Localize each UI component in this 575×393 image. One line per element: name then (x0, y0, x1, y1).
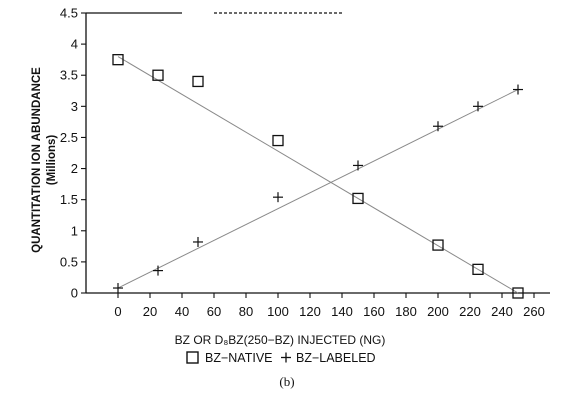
x-tick-label: 20 (143, 304, 157, 319)
y-tick-label: 4 (71, 37, 78, 52)
data-point-native (352, 192, 364, 205)
x-tick-label: 80 (239, 304, 253, 319)
x-tick-label: 0 (114, 304, 121, 319)
fit-lines (117, 56, 519, 294)
data-point-labeled (273, 192, 283, 203)
panel-label: (b) (279, 374, 294, 389)
data-point-labeled (153, 265, 163, 276)
fit-line (117, 56, 519, 294)
x-tick-label: 100 (267, 304, 289, 319)
y-tick-label: 3 (71, 99, 78, 114)
x-tick-label: 240 (491, 304, 513, 319)
data-point-labeled (433, 121, 443, 132)
y-tick-label: 2.5 (60, 130, 78, 145)
y-axis-unit: (Millions) (46, 135, 58, 186)
data-point-native (432, 239, 444, 251)
fit-line (117, 89, 519, 289)
x-tick-label: 180 (395, 304, 417, 319)
y-tick-label: 3.5 (60, 68, 78, 83)
y-tick-label: 1.5 (60, 192, 78, 207)
x-axis-ticks: 0 20 40 60 80 100 120 140 160 180 200 220 240 260 (114, 293, 545, 319)
data-point-native (472, 263, 484, 276)
data-point-native (512, 287, 524, 299)
x-tick-label: 260 (523, 304, 545, 319)
data-point-labeled (353, 160, 363, 171)
x-tick-label: 160 (363, 304, 385, 319)
x-axis-label: BZ OR D₈BZ(250−BZ) INJECTED (NG) (175, 333, 386, 347)
legend-labeled-marker (281, 352, 291, 363)
y-tick-label: 2 (71, 161, 78, 176)
y-tick-label: 0.5 (60, 254, 78, 269)
data-point-labeled (473, 101, 483, 112)
legend-native-marker (186, 351, 199, 364)
data-point-labeled (113, 283, 123, 294)
x-tick-label: 60 (207, 304, 221, 319)
x-tick-label: 40 (175, 304, 189, 319)
y-axis-label: QUANTITATION ION ABUNDANCE (31, 67, 43, 253)
x-tick-label: 200 (427, 304, 449, 319)
data-point-native (272, 134, 284, 147)
data-point-labeled (513, 84, 523, 95)
data-points (112, 54, 524, 299)
chart-axes (85, 12, 550, 294)
x-tick-label: 220 (459, 304, 481, 319)
data-point-native (192, 75, 204, 88)
y-tick-label: 0 (71, 286, 78, 301)
data-point-native (112, 54, 124, 66)
data-point-labeled (193, 236, 203, 247)
legend: BZ−NATIVE BZ−LABELED (186, 351, 376, 365)
x-tick-label: 140 (331, 304, 353, 319)
legend-native-label: BZ−NATIVE (205, 351, 273, 365)
y-tick-label: 1 (71, 223, 78, 238)
y-tick-label: 4.5 (60, 6, 78, 21)
y-axis-ticks: 0 0.5 1 1.5 2 2.5 3 3.5 4 4.5 (60, 6, 86, 301)
data-point-native (152, 69, 164, 81)
legend-labeled-label: BZ−LABELED (296, 351, 376, 365)
x-tick-label: 120 (299, 304, 321, 319)
